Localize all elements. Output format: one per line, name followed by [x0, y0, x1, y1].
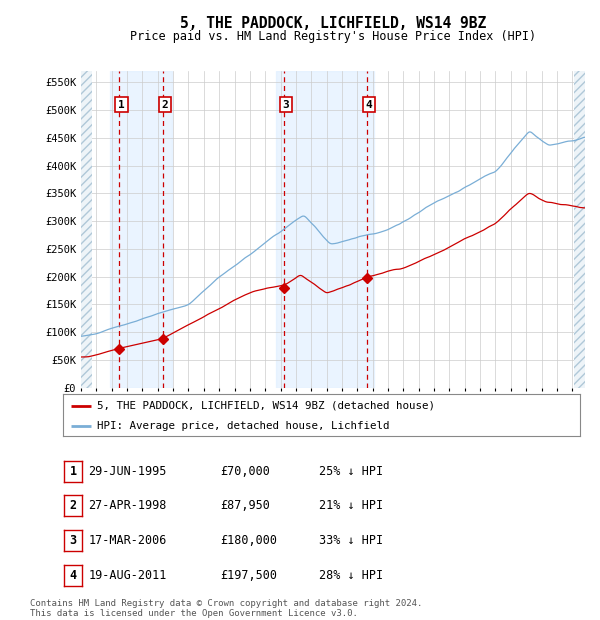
Text: 25% ↓ HPI: 25% ↓ HPI	[319, 465, 383, 477]
Text: 4: 4	[366, 100, 373, 110]
Bar	[81, 71, 92, 388]
Text: 3: 3	[70, 534, 77, 547]
Text: 1: 1	[70, 465, 77, 477]
Text: 1: 1	[118, 100, 125, 110]
Text: 19-AUG-2011: 19-AUG-2011	[88, 569, 167, 582]
Text: 2: 2	[161, 100, 169, 110]
Text: 29-JUN-1995: 29-JUN-1995	[88, 465, 167, 477]
Text: 33% ↓ HPI: 33% ↓ HPI	[319, 534, 383, 547]
Text: £180,000: £180,000	[220, 534, 277, 547]
Text: Contains HM Land Registry data © Crown copyright and database right 2024.
This d: Contains HM Land Registry data © Crown c…	[30, 599, 422, 618]
Text: 4: 4	[70, 569, 77, 582]
Text: 5, THE PADDOCK, LICHFIELD, WS14 9BZ: 5, THE PADDOCK, LICHFIELD, WS14 9BZ	[180, 16, 486, 31]
Text: 21% ↓ HPI: 21% ↓ HPI	[319, 500, 383, 512]
Text: 27-APR-1998: 27-APR-1998	[88, 500, 167, 512]
Text: 5, THE PADDOCK, LICHFIELD, WS14 9BZ (detached house): 5, THE PADDOCK, LICHFIELD, WS14 9BZ (det…	[97, 401, 434, 410]
Text: £197,500: £197,500	[220, 569, 277, 582]
Text: £87,950: £87,950	[220, 500, 270, 512]
Text: Price paid vs. HM Land Registry's House Price Index (HPI): Price paid vs. HM Land Registry's House …	[130, 30, 536, 43]
Text: HPI: Average price, detached house, Lichfield: HPI: Average price, detached house, Lich…	[97, 421, 389, 431]
Text: 2: 2	[70, 500, 77, 512]
Text: 28% ↓ HPI: 28% ↓ HPI	[319, 569, 383, 582]
Bar	[574, 71, 585, 388]
Bar	[276, 71, 374, 388]
Text: 17-MAR-2006: 17-MAR-2006	[88, 534, 167, 547]
Text: 3: 3	[283, 100, 289, 110]
Bar	[110, 71, 172, 388]
Text: £70,000: £70,000	[220, 465, 270, 477]
